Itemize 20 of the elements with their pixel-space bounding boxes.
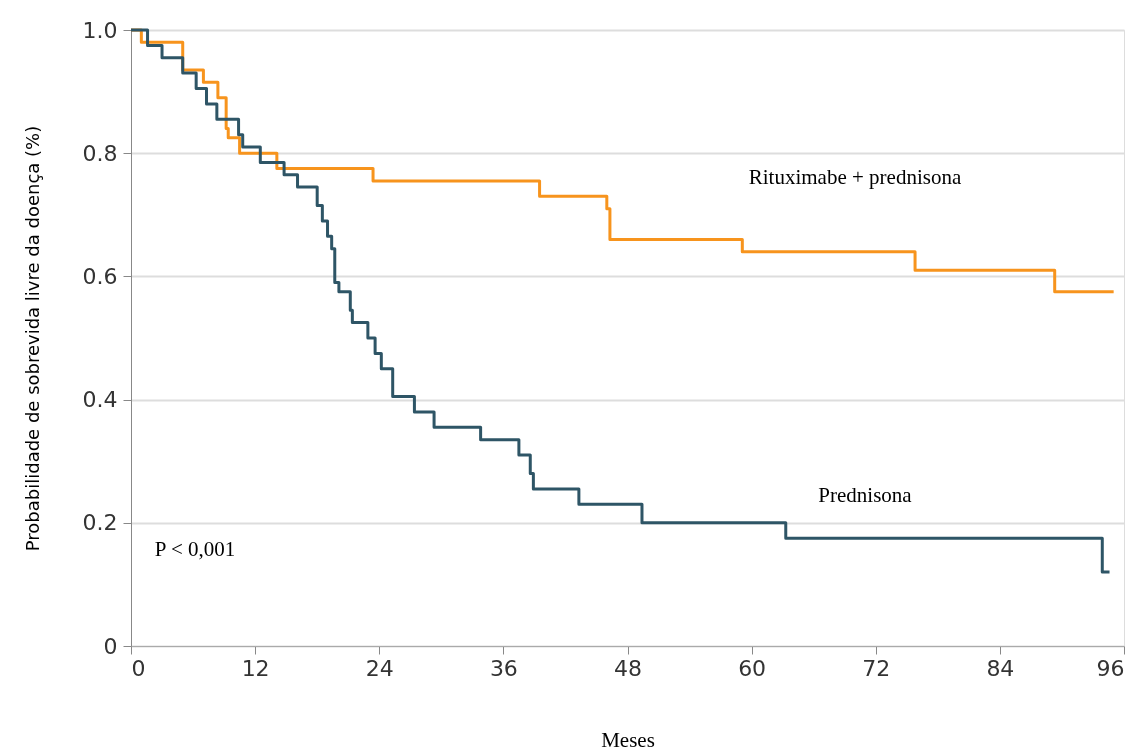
x-tick-label: 24 xyxy=(365,655,394,681)
x-tick-label: 12 xyxy=(241,655,270,681)
x-tick-label: 48 xyxy=(614,655,642,681)
series-label: Prednisona xyxy=(818,483,913,507)
x-tick-label: 96 xyxy=(1096,655,1125,681)
y-tick-label: 0.8 xyxy=(82,140,118,166)
x-tick-label: 84 xyxy=(986,655,1015,681)
y-tick-label: 1.0 xyxy=(82,17,118,43)
y-tick-label: 0 xyxy=(103,633,118,659)
x-tick-label: 36 xyxy=(489,655,518,681)
x-tick-label: 60 xyxy=(738,655,767,681)
x-axis-title: Meses xyxy=(601,727,655,752)
y-axis-title: Probabilidade de sobrevida livre da doença (%) xyxy=(21,125,43,552)
y-tick-label: 0.6 xyxy=(82,263,118,289)
text: Rituximabe + prednisona xyxy=(748,165,962,189)
x-tick-label: 0 xyxy=(131,655,146,681)
y-tick-label: 0.4 xyxy=(82,387,118,413)
x-tick-label: 72 xyxy=(862,655,891,681)
annotation: P < 0,001 xyxy=(154,537,236,561)
y-tick-label: 0.2 xyxy=(82,510,118,536)
